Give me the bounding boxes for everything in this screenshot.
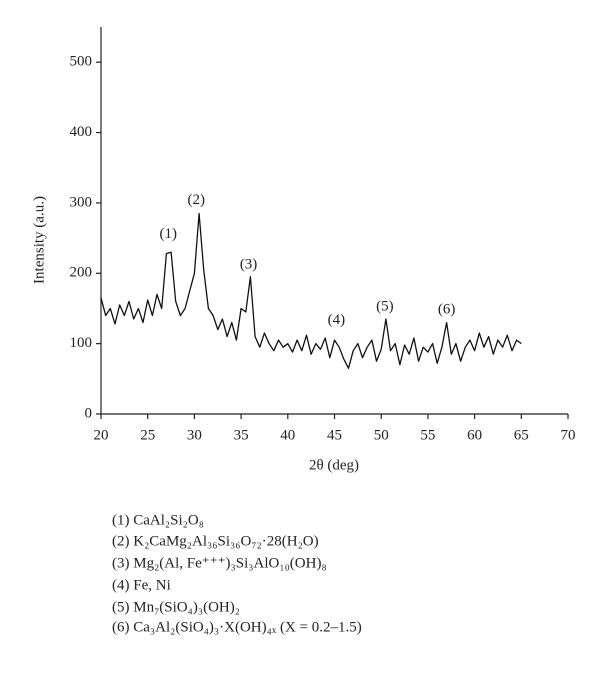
x-tick-label: 65 <box>514 427 529 443</box>
y-axis-label: Intensity (a.u.) <box>31 196 47 284</box>
y-tick-label: 200 <box>70 265 93 281</box>
x-tick-label: 25 <box>140 427 155 443</box>
peak-label: (3) <box>240 256 258 272</box>
y-tick-label: 400 <box>70 124 93 140</box>
x-tick-label: 60 <box>467 427 482 443</box>
x-tick-label: 55 <box>420 427 435 443</box>
phase-note: (2) K₂CaMg₂Al₃₆Si₃₆O₇₂·28(H₂O) <box>112 533 319 549</box>
phase-note: (5) Mn₇(SiO₄)₃(OH)₂ <box>112 599 240 615</box>
peak-label: (5) <box>376 298 394 314</box>
phase-note: (1) CaAl₂Si₂O₈ <box>112 512 204 528</box>
y-tick-label: 0 <box>85 405 93 421</box>
phase-note: (4) Fe, Ni <box>112 577 171 593</box>
y-tick-label: 100 <box>70 335 93 351</box>
peak-label: (2) <box>188 192 206 208</box>
y-tick-label: 500 <box>70 54 93 70</box>
data-line <box>100 212 522 369</box>
y-tick-label: 300 <box>70 194 93 210</box>
x-tick-label: 30 <box>187 427 202 443</box>
x-tick-label: 35 <box>234 427 249 443</box>
x-tick-label: 40 <box>280 427 295 443</box>
x-tick-label: 50 <box>374 427 389 443</box>
phase-note: (3) Mg₂(Al, Fe⁺⁺⁺)₃Si₃AlO₁₀(OH)₈ <box>112 555 327 571</box>
x-tick-label: 20 <box>94 427 109 443</box>
x-tick-label: 70 <box>561 427 576 443</box>
peak-label: (6) <box>438 301 456 317</box>
phase-note: (6) Ca₃Al₂(SiO₄)₃·X(OH)₄ₓ (X = 0.2–1.5) <box>112 619 362 635</box>
peak-label: (4) <box>328 312 346 328</box>
x-tick-label: 45 <box>327 427 342 443</box>
peak-label: (1) <box>159 226 177 242</box>
x-axis-label: 2θ (deg) <box>309 457 359 473</box>
